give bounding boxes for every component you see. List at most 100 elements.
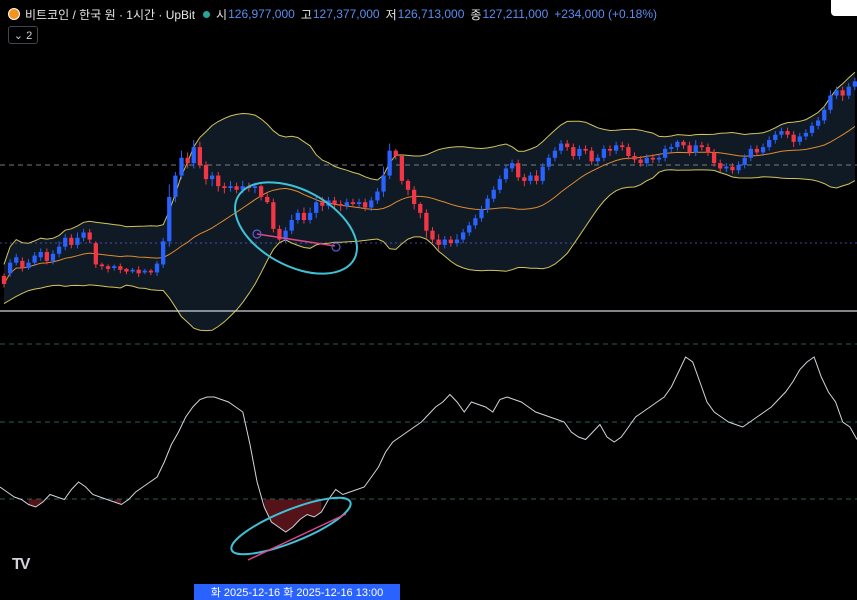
candle-body xyxy=(607,148,613,151)
candle-body xyxy=(301,212,307,220)
candle-body xyxy=(209,175,215,180)
candle-body xyxy=(479,209,484,219)
bollinger-lower xyxy=(3,169,856,332)
bollinger-basis xyxy=(3,125,856,285)
candle-body xyxy=(7,262,13,274)
candle-body xyxy=(154,263,160,273)
candle-body xyxy=(626,147,631,156)
candle-body xyxy=(332,200,337,204)
candle-body xyxy=(356,202,362,204)
candle-body xyxy=(718,163,723,169)
candle-body xyxy=(307,212,313,220)
candle-body xyxy=(112,266,117,268)
candle-body xyxy=(822,109,827,121)
indicator-collapse-button[interactable]: ⌄ 2 xyxy=(8,26,38,44)
candle-body xyxy=(50,253,56,261)
candle-body xyxy=(467,225,472,233)
bitcoin-icon xyxy=(8,8,20,20)
candle-body xyxy=(773,134,778,140)
candle-body xyxy=(589,150,594,162)
open-value: 126,977,000 xyxy=(228,7,295,21)
market-status-icon xyxy=(203,10,211,18)
candle-body xyxy=(124,268,129,272)
candle-body xyxy=(834,90,839,96)
candle-body xyxy=(785,131,790,135)
change-value: +234,000 (+0.18%) xyxy=(554,7,658,21)
candle-body xyxy=(534,175,539,181)
candle-body xyxy=(509,163,515,169)
candle-body xyxy=(571,147,576,156)
candle-body xyxy=(320,202,325,206)
candle-body xyxy=(32,255,37,263)
candle-body xyxy=(142,270,147,273)
candle-body xyxy=(1,276,7,284)
rsi-pane[interactable] xyxy=(0,343,857,565)
candle-body xyxy=(295,212,300,220)
candle-body xyxy=(711,152,717,164)
candle-body xyxy=(20,260,25,268)
candle-body xyxy=(93,243,98,265)
candle-body xyxy=(314,202,319,213)
oversold-fill xyxy=(114,499,122,505)
candle-body xyxy=(852,81,857,87)
candle-body xyxy=(271,202,276,229)
candle-body xyxy=(99,264,105,267)
close-label: 종 xyxy=(470,7,482,22)
candle-body xyxy=(656,157,662,160)
candle-body xyxy=(136,269,141,274)
candle-body xyxy=(44,252,49,261)
candle-body xyxy=(662,148,668,158)
candle-body xyxy=(460,232,466,240)
candle-body xyxy=(846,86,851,96)
candle-body xyxy=(26,262,31,268)
candle-body xyxy=(736,164,741,171)
candle-body xyxy=(344,202,349,206)
low-label: 저 xyxy=(385,7,397,22)
candle-body xyxy=(497,179,502,190)
candle-body xyxy=(442,239,447,245)
chart-header: 비트코인 / 한국 원 · 1시간 · UpBit 시 126,977,000 … xyxy=(8,5,657,23)
candle-body xyxy=(161,241,166,265)
candle-body xyxy=(767,140,772,148)
price-pane[interactable] xyxy=(0,71,857,332)
candle-body xyxy=(485,198,490,210)
candle-body xyxy=(620,145,625,148)
candle-body xyxy=(289,220,294,231)
candle-body xyxy=(387,150,392,176)
candle-body xyxy=(38,252,43,258)
candle-body xyxy=(234,186,239,190)
corner-panel xyxy=(831,0,857,16)
candle-body xyxy=(69,237,74,245)
candle-body xyxy=(252,186,258,188)
tradingview-logo: TV xyxy=(12,556,31,573)
candle-body xyxy=(687,145,692,153)
candle-body xyxy=(540,166,545,181)
symbol-title[interactable]: 비트코인 / 한국 원 · 1시간 · UpBit xyxy=(25,7,196,22)
candle-body xyxy=(369,200,374,208)
anchor-point xyxy=(331,242,341,252)
candle-body xyxy=(105,266,111,269)
candle-body xyxy=(724,166,729,169)
candle-body xyxy=(222,186,227,188)
candle-body xyxy=(693,145,698,153)
candle-body xyxy=(216,175,221,187)
candle-body xyxy=(779,131,784,135)
candle-body xyxy=(418,204,423,213)
candle-body xyxy=(522,177,527,181)
highlight-ellipse xyxy=(234,181,358,275)
candle-body xyxy=(338,204,343,206)
candle-body xyxy=(424,212,429,231)
candle-body xyxy=(393,150,398,156)
candle-body xyxy=(840,90,845,96)
candle-body xyxy=(203,164,209,180)
candle-body xyxy=(601,148,607,158)
candle-body xyxy=(809,125,815,133)
candle-body xyxy=(669,147,674,149)
low-value: 126,713,000 xyxy=(397,7,465,21)
candle-body xyxy=(63,237,68,247)
rsi-line xyxy=(0,356,857,533)
candle-body xyxy=(405,180,411,190)
candle-body xyxy=(265,196,270,203)
open-label: 시 xyxy=(216,7,228,22)
